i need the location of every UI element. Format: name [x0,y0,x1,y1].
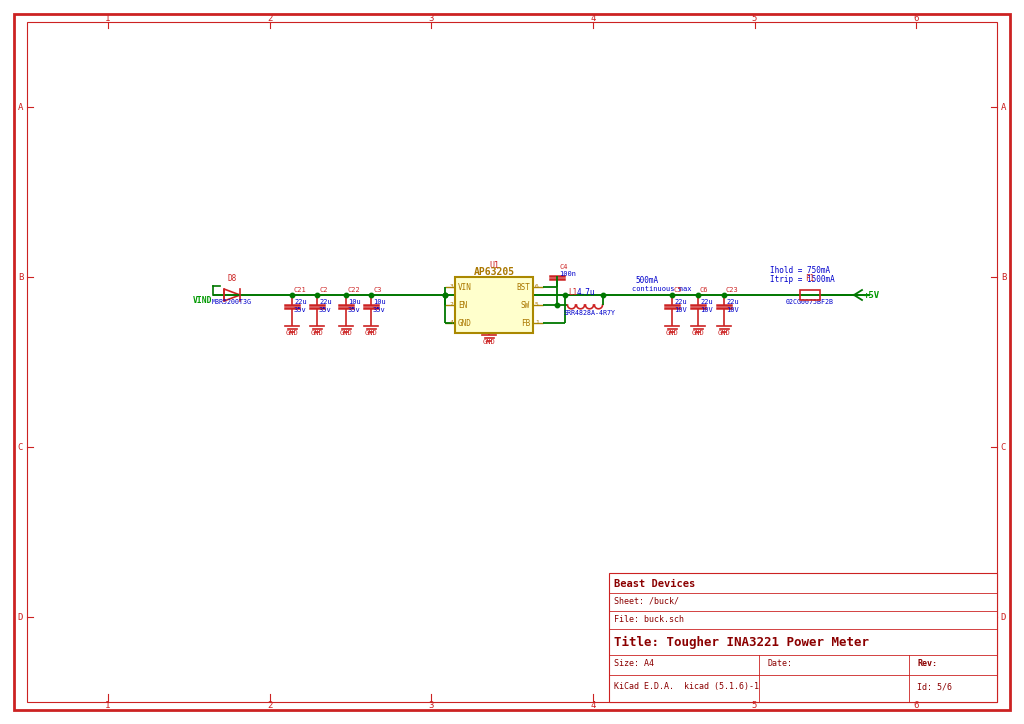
Text: VIN: VIN [458,282,472,292]
Text: 35v: 35v [373,307,386,313]
Text: 2: 2 [267,701,272,710]
Text: 3: 3 [428,701,434,710]
Text: F1: F1 [805,274,815,283]
Text: C22: C22 [348,287,360,293]
Text: C: C [17,442,24,452]
Text: 1: 1 [535,321,539,326]
Text: A: A [17,103,24,111]
Text: 3: 3 [428,14,434,23]
Text: D: D [1000,613,1007,621]
Text: Ihold = 750mA: Ihold = 750mA [770,266,830,275]
Text: BST: BST [516,282,530,292]
Text: 10V: 10V [674,307,687,313]
Text: L1: L1 [568,288,578,297]
Text: B: B [17,272,24,282]
Text: 2: 2 [267,14,272,23]
Text: FB: FB [521,319,530,327]
Text: EN: EN [458,300,467,309]
Text: C: C [1000,442,1007,452]
Text: 6: 6 [913,701,919,710]
Text: A: A [1000,103,1007,111]
Text: D: D [17,613,24,621]
Text: 22u: 22u [726,299,738,305]
Text: 1: 1 [105,14,111,23]
Text: +5V: +5V [864,292,880,300]
Text: Itrip = 1500mA: Itrip = 1500mA [770,275,835,284]
Text: 5: 5 [752,14,757,23]
Text: D8: D8 [227,274,237,283]
Text: 35v: 35v [319,307,332,313]
Text: C21: C21 [294,287,307,293]
Bar [455,277,534,333]
Text: 10u: 10u [373,299,386,305]
Text: SW: SW [521,300,530,309]
Text: C6: C6 [700,287,709,293]
Bar [609,573,997,702]
Text: 4: 4 [590,701,596,710]
Text: AP63205: AP63205 [473,267,515,277]
Text: 35v: 35v [294,307,307,313]
Text: 22u: 22u [319,299,332,305]
Text: 35v: 35v [348,307,360,313]
Text: SRR4828A-4R7Y: SRR4828A-4R7Y [563,310,615,316]
Text: 02CG0075BF2B: 02CG0075BF2B [786,299,834,305]
Text: Title: Tougher INA3221 Power Meter: Title: Tougher INA3221 Power Meter [614,636,869,649]
Text: C2: C2 [319,287,328,293]
Text: Size: A4: Size: A4 [614,660,654,668]
Text: 22u: 22u [700,299,713,305]
Text: 6: 6 [913,14,919,23]
Text: C4: C4 [559,264,567,270]
Text: 10u: 10u [348,299,360,305]
Text: Beast Devices: Beast Devices [614,579,695,589]
Text: Date:: Date: [767,660,792,668]
Text: VIND: VIND [193,296,212,305]
Text: 10V: 10V [700,307,713,313]
Text: 5: 5 [535,303,539,308]
Text: Id: 5/6: Id: 5/6 [918,683,952,691]
Text: C5: C5 [674,287,683,293]
Text: 10V: 10V [726,307,738,313]
Text: 100n: 100n [559,271,575,277]
Text: GND: GND [691,330,705,336]
Text: GND: GND [482,339,496,345]
Text: 4: 4 [450,321,453,326]
Text: 4.7u: 4.7u [577,288,596,297]
Text: 4: 4 [590,14,596,23]
Text: KiCad E.D.A.  kicad (5.1.6)-1: KiCad E.D.A. kicad (5.1.6)-1 [614,683,759,691]
Text: 3: 3 [450,285,453,290]
Text: 5: 5 [752,701,757,710]
Bar [800,290,820,300]
Text: 500mA: 500mA [635,276,658,285]
Text: 6: 6 [535,285,539,290]
Text: 22u: 22u [674,299,687,305]
Text: GND: GND [666,330,678,336]
Text: GND: GND [458,319,472,327]
Text: File: buck.sch: File: buck.sch [614,615,684,623]
Text: 2: 2 [450,303,453,308]
Text: 1: 1 [105,701,111,710]
Text: GND: GND [286,330,298,336]
Text: GND: GND [718,330,730,336]
Text: continuous max: continuous max [632,286,691,292]
Text: MBR5200T3G: MBR5200T3G [212,299,252,305]
Text: Rev:: Rev: [918,660,937,668]
Text: U1: U1 [489,261,499,270]
Text: C3: C3 [373,287,382,293]
Text: 22u: 22u [294,299,307,305]
Text: GND: GND [310,330,324,336]
Text: B: B [1000,272,1007,282]
Text: C23: C23 [726,287,738,293]
Text: Sheet: /buck/: Sheet: /buck/ [614,597,679,605]
Text: GND: GND [365,330,378,336]
Text: GND: GND [340,330,352,336]
